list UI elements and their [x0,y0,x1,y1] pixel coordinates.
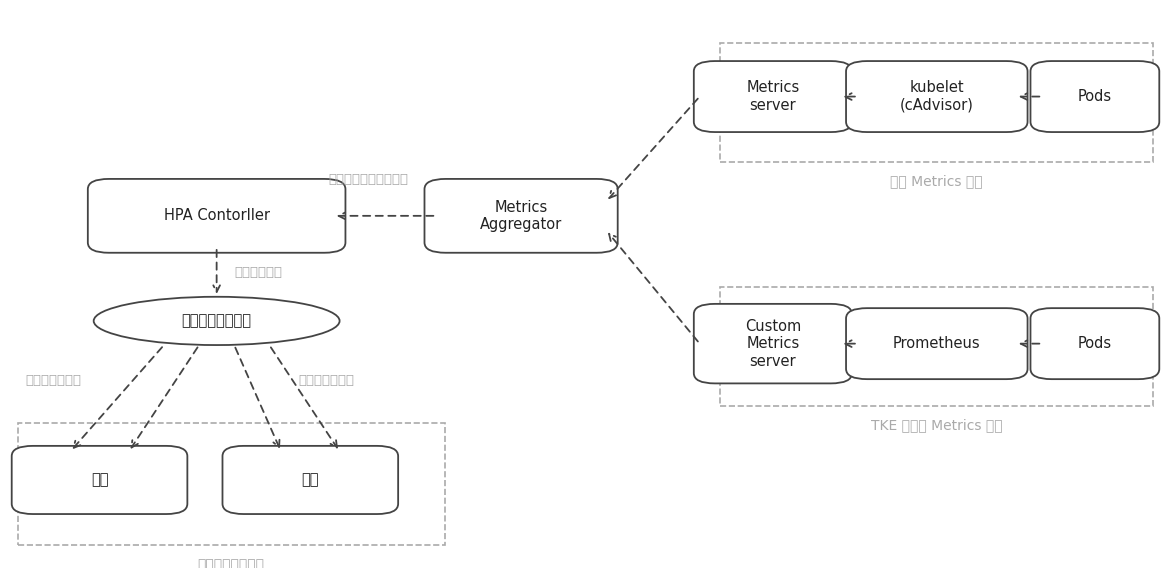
FancyBboxPatch shape [12,446,187,514]
FancyBboxPatch shape [845,61,1028,132]
Text: 扩容: 扩容 [91,473,108,487]
Ellipse shape [94,296,340,345]
FancyBboxPatch shape [222,446,398,514]
Text: 默认 Metrics 采集: 默认 Metrics 采集 [890,174,984,189]
FancyBboxPatch shape [845,308,1028,379]
Text: Pods: Pods [1077,89,1112,104]
Text: 维持目标副本数量: 维持目标副本数量 [198,558,265,568]
Text: Prometheus: Prometheus [893,336,980,351]
FancyBboxPatch shape [693,304,852,383]
Text: 计算目标副本数量: 计算目标副本数量 [182,314,252,328]
Text: 比目标副本数小: 比目标副本数小 [26,374,82,387]
Text: TKE 自定义 Metrics 采集: TKE 自定义 Metrics 采集 [871,419,1002,433]
Text: Pods: Pods [1077,336,1112,351]
FancyBboxPatch shape [424,179,618,253]
Bar [720,43,1153,162]
Bar [720,287,1153,406]
Text: kubelet
(cAdvisor): kubelet (cAdvisor) [899,80,974,113]
Text: 比目标副本数大: 比目标副本数大 [299,374,355,387]
FancyBboxPatch shape [1030,308,1159,379]
FancyBboxPatch shape [1030,61,1159,132]
Bar [18,423,445,545]
Text: 获取资源使用指标数据: 获取资源使用指标数据 [329,173,409,186]
Text: HPA Contorller: HPA Contorller [164,208,269,223]
Text: Custom
Metrics
server: Custom Metrics server [745,319,801,369]
Text: 缩容: 缩容 [302,473,319,487]
Text: Metrics
server: Metrics server [746,80,800,113]
Text: 权衡指标数据: 权衡指标数据 [234,266,282,279]
FancyBboxPatch shape [693,61,852,132]
Text: Metrics
Aggregator: Metrics Aggregator [480,199,562,232]
FancyBboxPatch shape [88,179,345,253]
